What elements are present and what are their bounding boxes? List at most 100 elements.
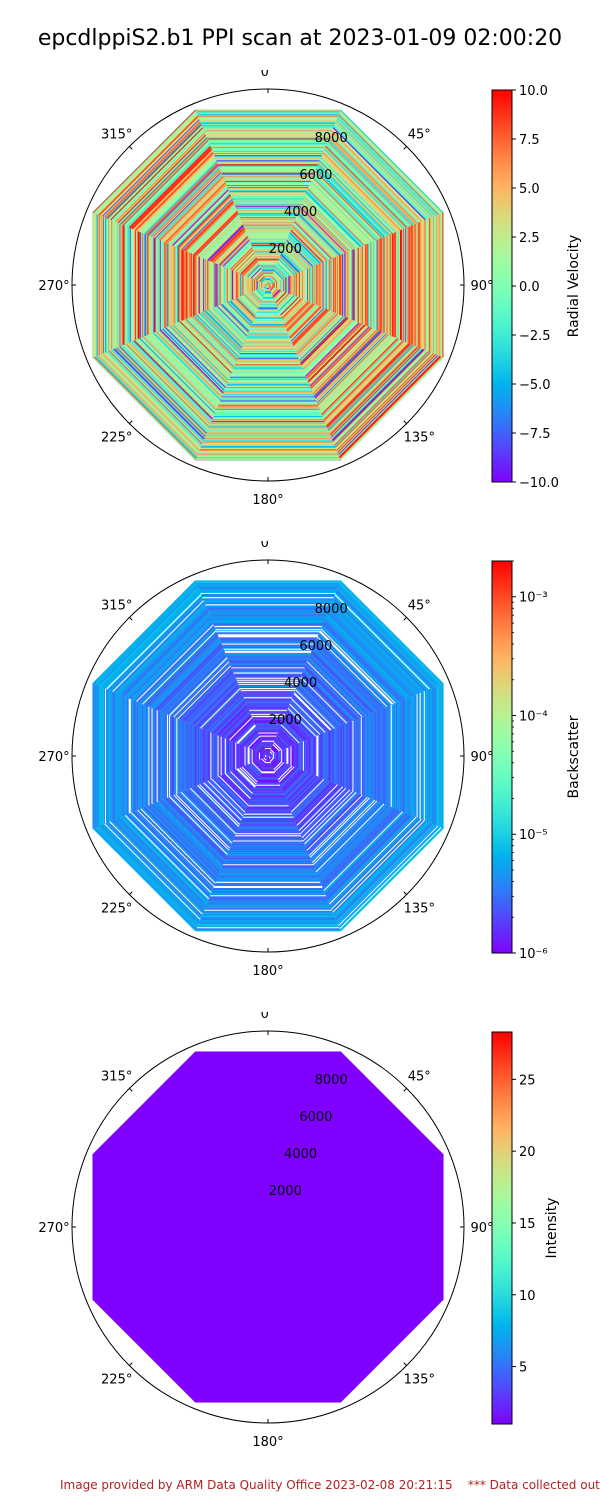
range-gate bbox=[212, 700, 246, 734]
range-gate bbox=[241, 258, 258, 275]
range-gate bbox=[334, 123, 430, 219]
range-gate bbox=[316, 166, 387, 237]
range-gate bbox=[337, 587, 437, 687]
range-gate bbox=[117, 346, 207, 436]
range-gate bbox=[320, 628, 396, 704]
range-gate bbox=[307, 324, 366, 383]
range-gate bbox=[331, 129, 424, 222]
range-gate bbox=[280, 252, 301, 273]
range-gate bbox=[285, 302, 312, 329]
range-gate bbox=[192, 209, 238, 255]
range-gate bbox=[287, 707, 317, 737]
range-gate bbox=[311, 649, 375, 713]
range-gate bbox=[219, 707, 249, 737]
range-gate bbox=[271, 288, 278, 295]
range-gate bbox=[282, 720, 304, 742]
radial-tick-label: 4000 bbox=[284, 205, 317, 220]
range-gate bbox=[223, 773, 251, 801]
range-gate bbox=[183, 671, 234, 722]
range-gate bbox=[258, 746, 265, 753]
range-gate bbox=[204, 692, 243, 731]
range-gate bbox=[108, 125, 203, 220]
range-gate bbox=[232, 249, 254, 271]
range-gate bbox=[209, 697, 245, 733]
range-gate bbox=[272, 743, 281, 752]
range-gate bbox=[301, 201, 352, 252]
range-gate bbox=[290, 778, 324, 812]
range-gate bbox=[309, 797, 370, 858]
range-gate bbox=[300, 675, 349, 724]
range-gate bbox=[275, 292, 288, 305]
range-gate bbox=[249, 291, 262, 304]
range-gate bbox=[212, 307, 246, 341]
range-gate bbox=[302, 319, 353, 370]
range-gate bbox=[302, 200, 353, 251]
range-gate bbox=[211, 307, 246, 342]
range-gate bbox=[317, 334, 390, 407]
range-gate bbox=[162, 799, 225, 862]
range-gate bbox=[310, 327, 372, 389]
range-gate bbox=[218, 235, 249, 266]
range-gate bbox=[333, 125, 428, 220]
range-gate bbox=[141, 629, 217, 705]
range-gate bbox=[123, 140, 210, 227]
range-gate bbox=[119, 816, 208, 905]
range-gate bbox=[326, 612, 412, 698]
range-gate bbox=[163, 651, 226, 714]
range-gate bbox=[311, 647, 377, 713]
range-gate bbox=[102, 352, 201, 451]
range-gate bbox=[302, 319, 354, 371]
range-gate bbox=[286, 709, 315, 738]
range-gate bbox=[338, 582, 442, 686]
range-gate bbox=[161, 649, 225, 713]
range-gate bbox=[338, 355, 442, 459]
range-gate bbox=[313, 643, 381, 711]
range-gate bbox=[291, 779, 327, 815]
range-gate bbox=[311, 799, 375, 863]
range-gate bbox=[330, 818, 422, 910]
range-gate bbox=[278, 295, 296, 313]
range-gate bbox=[324, 341, 406, 423]
range-gate bbox=[295, 783, 336, 824]
range-gate bbox=[326, 343, 412, 429]
range-gate bbox=[296, 313, 340, 357]
range-gate bbox=[275, 264, 289, 278]
range-gate bbox=[301, 202, 351, 252]
range-gate bbox=[258, 759, 265, 766]
range-gate bbox=[251, 739, 263, 751]
range-gate bbox=[232, 720, 254, 742]
range-gate bbox=[172, 189, 230, 247]
range-gate bbox=[107, 595, 203, 691]
range-gate bbox=[318, 631, 393, 706]
range-gate bbox=[192, 786, 238, 832]
range-gate bbox=[299, 676, 348, 725]
range-gate bbox=[307, 188, 365, 246]
range-gate bbox=[172, 794, 230, 852]
range-gate bbox=[292, 224, 329, 261]
range-gate bbox=[292, 780, 329, 817]
range-gate bbox=[309, 326, 370, 387]
range-gate bbox=[315, 639, 385, 709]
range-gate bbox=[323, 621, 403, 701]
range-gate bbox=[316, 636, 388, 708]
range-gate bbox=[193, 786, 238, 831]
range-gate bbox=[144, 632, 218, 706]
radial-tick-label: 4000 bbox=[284, 676, 317, 691]
range-gate bbox=[305, 322, 362, 379]
range-gate bbox=[231, 770, 254, 793]
range-gate bbox=[278, 728, 296, 746]
range-gate bbox=[110, 127, 204, 221]
range-gate bbox=[226, 772, 252, 798]
range-gate bbox=[257, 288, 265, 296]
range-gate bbox=[179, 196, 233, 250]
range-gate bbox=[149, 804, 220, 875]
range-gate bbox=[122, 344, 209, 431]
range-gate bbox=[217, 705, 249, 737]
range-gate bbox=[188, 787, 237, 836]
range-gate bbox=[296, 313, 339, 356]
range-gate bbox=[193, 210, 238, 255]
range-gate bbox=[150, 167, 221, 238]
range-gate bbox=[298, 680, 344, 726]
range-gate bbox=[189, 316, 237, 364]
range-gate bbox=[120, 816, 208, 904]
